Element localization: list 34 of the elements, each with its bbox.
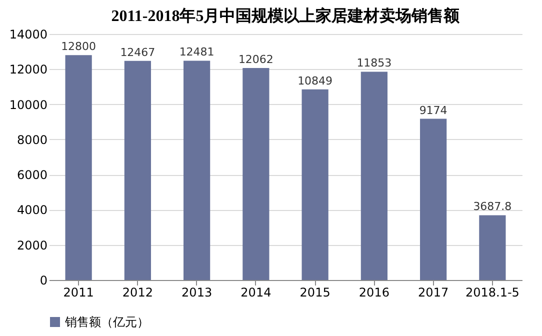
chart-title: 2011-2018年5月中国规模以上家居建材卖场销售额 <box>111 6 461 25</box>
y-tick-label: 10000 <box>9 98 48 112</box>
data-label: 3687.8 <box>473 200 512 214</box>
bar <box>302 89 328 280</box>
y-tick-label: 6000 <box>16 168 48 182</box>
x-tick-label: 2018.1-5 <box>465 286 520 300</box>
data-label: 12800 <box>61 40 96 54</box>
y-tick-label: 0 <box>40 274 48 288</box>
legend-label: 销售额（亿元） <box>64 315 149 329</box>
x-tick-label: 2017 <box>418 286 449 300</box>
data-label: 12467 <box>120 46 156 59</box>
bar <box>479 215 506 280</box>
data-label: 10849 <box>298 74 333 88</box>
bar <box>360 72 388 280</box>
data-label: 12062 <box>238 53 274 66</box>
x-tick-label: 2015 <box>300 286 330 300</box>
bar <box>420 118 447 280</box>
y-tick-label: 8000 <box>16 132 48 147</box>
y-tick-label: 2000 <box>16 238 48 252</box>
x-tick-label: 2016 <box>358 286 390 300</box>
y-tick-label: 4000 <box>16 203 48 218</box>
x-tick-label: 2012 <box>122 286 153 300</box>
y-tick-label: 14000 <box>9 28 48 42</box>
bar <box>124 60 151 280</box>
bar <box>184 60 210 280</box>
data-label: 11853 <box>356 56 392 70</box>
x-tick-label: 2011 <box>63 286 94 300</box>
bar <box>65 55 92 280</box>
y-tick-label: 12000 <box>9 62 48 77</box>
data-label: 12481 <box>179 46 214 59</box>
x-tick-label: 2013 <box>182 286 212 300</box>
data-label: 9174 <box>419 104 448 117</box>
x-tick-label: 2014 <box>240 286 272 300</box>
bar <box>242 68 270 280</box>
